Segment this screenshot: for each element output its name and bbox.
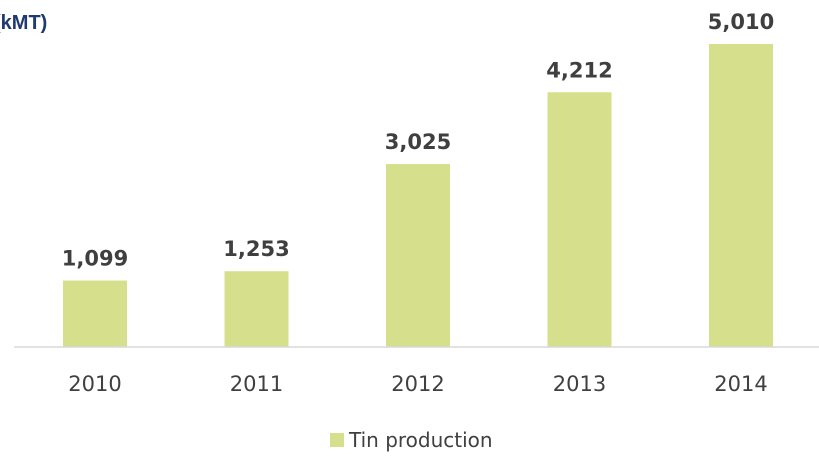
x-tick-2013: 2013 — [553, 372, 606, 396]
value-labels-layer: 1,099 1,253 3,025 4,212 5,010 — [62, 10, 774, 271]
legend: Tin production — [330, 428, 493, 452]
x-tick-2010: 2010 — [68, 372, 121, 396]
x-tick-2012: 2012 — [391, 372, 444, 396]
bar-2010 — [63, 280, 127, 347]
value-label-2010: 1,099 — [62, 247, 128, 271]
bar-2011 — [224, 271, 289, 347]
legend-swatch — [330, 433, 344, 447]
x-tick-2014: 2014 — [714, 372, 767, 396]
value-label-2013: 4,212 — [546, 58, 612, 82]
value-label-2012: 3,025 — [385, 130, 451, 154]
legend-label: Tin production — [348, 428, 493, 452]
value-label-2014: 5,010 — [708, 10, 774, 34]
chart-title: (kMT) — [0, 12, 48, 34]
bar-2012 — [386, 164, 450, 347]
bar-2014 — [709, 44, 773, 347]
bars-layer — [63, 44, 773, 348]
x-tick-labels: 2010 2011 2012 2013 2014 — [68, 372, 767, 396]
x-tick-2011: 2011 — [230, 372, 283, 396]
value-label-2011: 1,253 — [223, 237, 289, 261]
bar-2013 — [547, 92, 612, 348]
